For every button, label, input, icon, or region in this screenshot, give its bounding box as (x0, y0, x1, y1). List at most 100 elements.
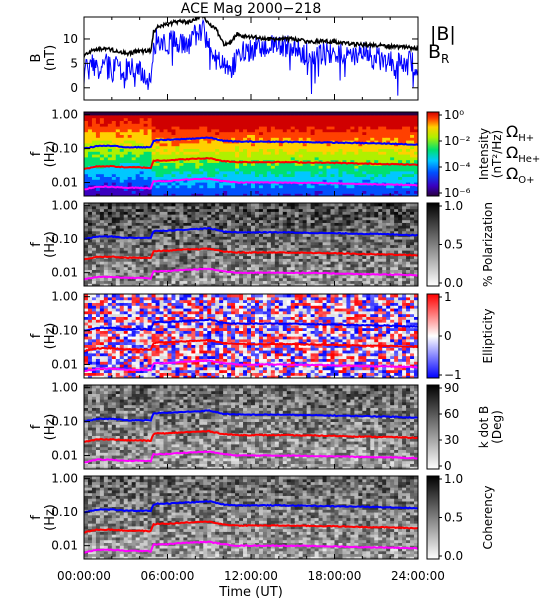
spectro-cell (251, 203, 256, 206)
spectro-cell (275, 203, 280, 206)
spectro-cell (199, 203, 204, 206)
spectro-cell (199, 112, 204, 115)
spectro-cell (358, 112, 363, 115)
spectro-cell (271, 203, 276, 206)
colorbar-tick-label: 10⁰ (444, 108, 464, 122)
spectro-cell (164, 203, 169, 206)
spectro-cell (311, 203, 316, 206)
spectro-cell (108, 203, 113, 206)
spectro-cell (303, 203, 308, 206)
spectro-cell (156, 112, 161, 115)
spectro-cell (124, 112, 129, 115)
b-legend: |B| BR (428, 23, 456, 66)
spectro-cell (283, 112, 288, 115)
spectro-cell (259, 112, 264, 115)
spectro-cell (112, 112, 117, 115)
colorbar-title: Intensity (477, 128, 491, 180)
spectro-cell (179, 112, 184, 115)
spectro-cell (374, 112, 379, 115)
spectro-cell (104, 112, 109, 115)
spectro-cell (295, 112, 300, 115)
spectro-cell (227, 112, 232, 115)
b-radial-trace (84, 20, 418, 95)
b-radial-line (84, 20, 418, 95)
spectro-cell (195, 203, 200, 206)
spectro-cell (263, 203, 268, 206)
spectro-cell (191, 203, 196, 206)
spectro-cell (203, 112, 208, 115)
spectro-y-label: f (29, 151, 44, 156)
spectro-cell (211, 203, 216, 206)
spectro-cell (219, 112, 224, 115)
spectro-cell (390, 112, 395, 115)
spectro-cell (354, 203, 359, 206)
spectro-cell (211, 112, 216, 115)
spectro-cell (128, 203, 133, 206)
b-y-label-unit: (nT) (43, 45, 58, 71)
spectro-y-tick-label: 0.01 (51, 176, 78, 190)
spectro-cell (394, 112, 399, 115)
spectro-cell (195, 112, 200, 115)
spectro-cell (100, 203, 105, 206)
spectro-cell (255, 203, 260, 206)
colorbar (427, 112, 439, 196)
spectro-cell (370, 112, 375, 115)
spectro-cell (175, 112, 180, 115)
spectro-cell (410, 112, 415, 115)
spectro-cell (243, 112, 248, 115)
spectro-cell (247, 112, 252, 115)
spectro-cell (323, 112, 328, 115)
spectro-cell (203, 203, 208, 206)
spectro-cell (235, 112, 240, 115)
spectro-cell (331, 203, 336, 206)
spectro-cell (378, 112, 383, 115)
spectrogram-panel: 1.000.100.01f(Hz)1.00.50.0% Polarization (29, 199, 495, 290)
spectro-cell (168, 203, 173, 206)
spectro-cell (366, 112, 371, 115)
spectro-cell (96, 112, 101, 115)
spectro-cell (291, 203, 296, 206)
spectro-cell (342, 112, 347, 115)
spectro-cell (303, 112, 308, 115)
spectro-cell (215, 112, 220, 115)
spectro-cell (279, 203, 284, 206)
spectro-cell (271, 112, 276, 115)
spectro-cell (327, 203, 332, 206)
spectro-cell (267, 112, 272, 115)
colorbar-tick-label: 10⁻⁶ (444, 186, 471, 200)
spectro-cell (124, 203, 129, 206)
spectro-cell (128, 112, 133, 115)
spectro-y-label-unit: (Hz) (43, 141, 58, 168)
spectro-cell (350, 112, 355, 115)
spectro-cell (207, 203, 212, 206)
spectro-cell (299, 203, 304, 206)
spectro-cell (207, 112, 212, 115)
spectro-cell (335, 203, 340, 206)
spectro-cell (116, 203, 121, 206)
spectro-cell (299, 112, 304, 115)
spectro-cell (307, 203, 312, 206)
spectro-cell (394, 203, 399, 206)
b-radial-legend-sub: R (441, 52, 449, 66)
spectro-cell (140, 203, 145, 206)
spectro-cell (148, 112, 153, 115)
spectro-cell (287, 203, 292, 206)
b-y-tick-label: 5 (70, 56, 78, 70)
spectro-cell (331, 112, 336, 115)
spectro-cell (319, 112, 324, 115)
spectro-cell (96, 203, 101, 206)
spectro-cell (239, 203, 244, 206)
spectro-cell (323, 203, 328, 206)
spectro-cell (362, 112, 367, 115)
spectro-cell (350, 203, 355, 206)
spectro-cell (164, 112, 169, 115)
spectro-cell (219, 203, 224, 206)
spectro-cell (315, 112, 320, 115)
spectro-cell (295, 203, 300, 206)
spectro-cell (108, 112, 113, 115)
spectro-cell (335, 112, 340, 115)
spectro-cell (148, 203, 153, 206)
b-y-tick-label: 10 (63, 32, 78, 46)
